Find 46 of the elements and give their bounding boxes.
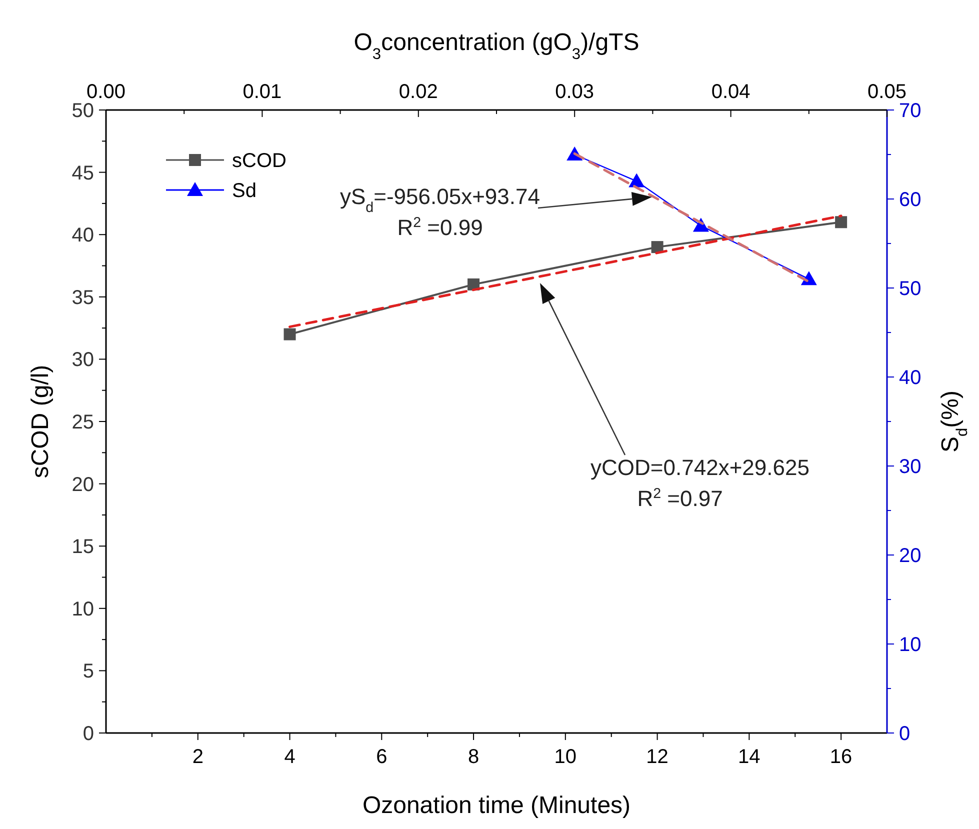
y2-tick-label: 70 bbox=[899, 100, 922, 122]
y-tick-label: 25 bbox=[72, 412, 94, 434]
y-tick-label: 30 bbox=[72, 349, 94, 372]
x2-tick-label: 0.01 bbox=[242, 81, 282, 103]
point bbox=[800, 271, 817, 286]
y2-tick-label: 60 bbox=[899, 189, 922, 211]
x-tick-label: 4 bbox=[284, 746, 296, 768]
annotation: yCOD=0.742x+29.625 bbox=[590, 455, 810, 480]
x-tick-label: 12 bbox=[646, 746, 668, 768]
y2-tick-label: 40 bbox=[899, 367, 922, 389]
x2-tick-label: 0.00 bbox=[86, 81, 126, 103]
x-tick-label: 10 bbox=[554, 746, 577, 768]
legend-label: sCOD bbox=[232, 150, 286, 172]
legend-label: Sd bbox=[232, 180, 256, 202]
y-tick-label: 10 bbox=[72, 598, 94, 620]
x-tick-label: 14 bbox=[738, 746, 760, 768]
point bbox=[284, 328, 296, 340]
annotation: R$^{2}$ =0.97 bbox=[637, 486, 723, 511]
y2-tick-label: 0 bbox=[899, 723, 910, 745]
y-axis-title: sCOD (g/l) bbox=[27, 364, 54, 478]
y-tick-label: 45 bbox=[72, 162, 94, 184]
annotation: yS$_{d}$=-956.05x+93.74 bbox=[340, 184, 540, 216]
x-tick-label: 8 bbox=[468, 746, 480, 768]
x2-tick-label: 0.02 bbox=[398, 81, 438, 103]
y-tick-label: 40 bbox=[72, 224, 94, 247]
point bbox=[628, 173, 645, 188]
annotation: R$^{2}$ =0.99 bbox=[397, 215, 483, 240]
x2-tick-label: 0.03 bbox=[555, 81, 594, 103]
y-tick-label: 20 bbox=[72, 474, 94, 496]
point bbox=[835, 216, 848, 228]
y2-tick-label: 30 bbox=[899, 456, 922, 478]
y-tick-label: 35 bbox=[72, 286, 94, 309]
x2-tick-label: 0.04 bbox=[711, 81, 750, 103]
x2-tick-label: 0.05 bbox=[868, 81, 906, 103]
x-tick-label: 2 bbox=[192, 746, 204, 768]
x-tick-label: 16 bbox=[830, 746, 852, 768]
x-axis-title: Ozonation time (Minutes) bbox=[362, 792, 631, 819]
y2-tick-label: 10 bbox=[899, 634, 922, 656]
x2-axis-title: O$_{3}$concentration (gO$_{3}$)/gTS bbox=[354, 29, 640, 62]
y-tick-label: 15 bbox=[72, 536, 94, 558]
y-tick-label: 5 bbox=[82, 660, 94, 683]
x-tick-label: 6 bbox=[376, 746, 388, 768]
y2-tick-label: 50 bbox=[899, 278, 922, 300]
y-tick-label: 0 bbox=[82, 723, 94, 745]
y-tick-label: 50 bbox=[72, 100, 94, 122]
y2-tick-label: 20 bbox=[899, 545, 922, 567]
